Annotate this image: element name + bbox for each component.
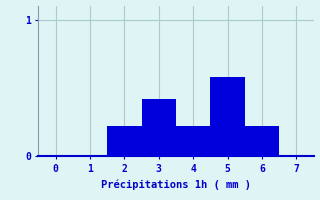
Bar — [211, 77, 245, 156]
Bar — [142, 99, 176, 156]
Bar — [107, 126, 142, 156]
X-axis label: Précipitations 1h ( mm ): Précipitations 1h ( mm ) — [101, 179, 251, 190]
Bar — [176, 126, 211, 156]
Bar — [245, 126, 279, 156]
